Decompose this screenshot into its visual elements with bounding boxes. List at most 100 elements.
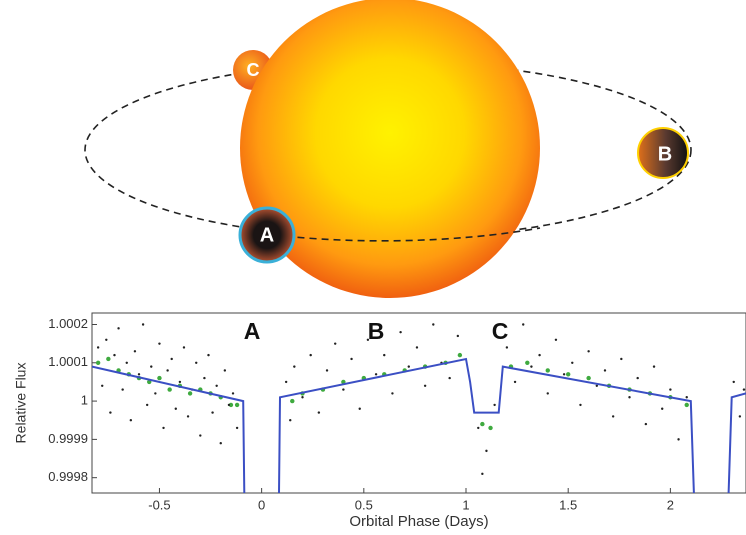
binned-point: [157, 375, 162, 381]
data-point: [133, 350, 137, 353]
data-point: [636, 376, 639, 380]
data-point: [742, 388, 746, 391]
data-point: [358, 407, 361, 410]
data-point: [620, 357, 623, 361]
data-point: [162, 426, 165, 430]
data-point: [227, 403, 231, 407]
data-point: [182, 346, 186, 349]
data-point: [121, 388, 124, 391]
annotation: C: [492, 318, 509, 344]
data-point: [101, 384, 104, 387]
data-point: [174, 407, 177, 410]
data-point: [350, 357, 353, 361]
data-point: [199, 434, 202, 437]
data-point: [481, 472, 484, 476]
data-point: [178, 380, 182, 384]
data-point: [477, 426, 480, 430]
data-point: [154, 392, 157, 395]
data-point: [493, 403, 496, 407]
binned-point: [187, 391, 193, 396]
data-point: [415, 346, 419, 349]
binned-point: [95, 360, 101, 365]
binned-point: [290, 398, 295, 404]
data-point: [374, 373, 378, 376]
y-tick-label: 1.0001: [48, 354, 88, 369]
light-curve: Relative Flux Orbital Phase (Days) 1.000…: [13, 312, 746, 530]
data-point: [284, 380, 288, 384]
data-point: [105, 338, 108, 342]
data-point: [113, 353, 116, 357]
planet-label: A: [260, 224, 274, 246]
data-point: [219, 442, 222, 445]
data-point: [513, 380, 517, 384]
data-point: [579, 403, 582, 407]
y-tick-label: 0.9999: [48, 431, 88, 446]
x-axis-label: Orbital Phase (Days): [349, 513, 488, 530]
planet-b: [637, 127, 689, 179]
data-point: [317, 411, 321, 414]
data-point: [301, 396, 304, 399]
binned-point: [228, 402, 234, 408]
binned-point: [488, 425, 493, 431]
data-point: [669, 388, 672, 391]
binned-point: [545, 368, 550, 373]
data-point: [325, 369, 329, 372]
binned-point: [234, 402, 240, 408]
model-line: [92, 357, 746, 493]
data-point: [231, 392, 235, 395]
data-point: [129, 419, 133, 422]
data-point: [342, 388, 345, 391]
x-tick-label: 1: [462, 497, 469, 512]
planet-label: B: [658, 143, 672, 165]
x-tick-label: 0: [258, 497, 265, 512]
data-point: [571, 361, 574, 364]
data-point: [223, 369, 227, 372]
binned-point: [480, 421, 485, 427]
data-point: [546, 392, 549, 395]
data-point: [652, 365, 656, 368]
x-tick-label: 2: [667, 497, 674, 512]
data-point: [522, 323, 525, 326]
data-point: [334, 342, 337, 345]
data-point: [538, 353, 541, 357]
data-point: [530, 365, 533, 368]
planet-a: [238, 206, 296, 264]
data-point: [505, 346, 509, 349]
data-point: [166, 369, 169, 372]
data-point: [587, 350, 590, 353]
data-point: [644, 422, 648, 426]
data-point: [738, 415, 742, 418]
annotation: B: [368, 318, 385, 344]
data-point: [215, 384, 218, 387]
data-point: [125, 361, 128, 364]
data-point: [186, 415, 190, 418]
data-point: [203, 376, 206, 380]
data-point: [141, 323, 145, 326]
data-point: [485, 449, 488, 453]
data-point: [456, 334, 460, 338]
data-point: [207, 353, 210, 357]
data-point: [170, 357, 173, 361]
x-tick-label: 0.5: [355, 497, 373, 512]
data-point: [109, 411, 112, 414]
data-point: [448, 376, 451, 380]
data-point: [685, 396, 688, 399]
orbit-diagram: A B C: [84, 0, 692, 298]
y-tick-label: 1: [81, 393, 88, 408]
y-axis-label: Relative Flux: [13, 363, 29, 444]
data-point: [235, 426, 239, 430]
data-point: [603, 369, 607, 372]
star: [240, 0, 540, 298]
data-point: [289, 419, 292, 422]
data-point: [96, 346, 100, 349]
plot-frame: [91, 312, 746, 494]
data-point: [661, 407, 664, 410]
data-point: [611, 415, 615, 418]
y-tick-label: 1.0002: [48, 316, 88, 331]
data-point: [211, 411, 214, 414]
planet-label: C: [247, 60, 260, 80]
binned-point: [106, 356, 111, 362]
data-point: [145, 403, 149, 407]
binned-point: [457, 352, 463, 358]
data-point: [595, 384, 599, 387]
